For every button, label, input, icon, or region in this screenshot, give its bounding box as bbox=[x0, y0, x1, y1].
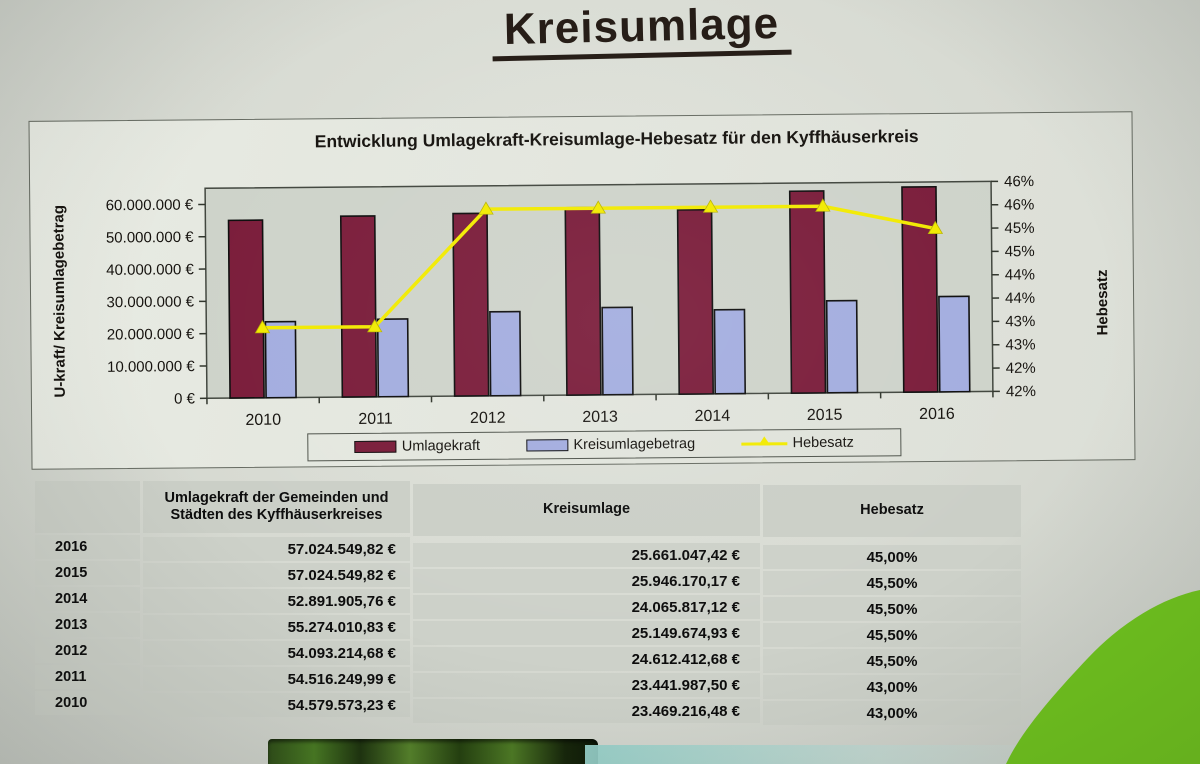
svg-text:2016: 2016 bbox=[919, 406, 955, 423]
table-cell: 23.469.216,48 € bbox=[413, 699, 760, 723]
table-cell: 54.516.249,99 € bbox=[143, 667, 410, 691]
table-cell: 45,50% bbox=[763, 623, 1021, 647]
svg-text:50.000.000 €: 50.000.000 € bbox=[106, 229, 194, 247]
table-cell: 45,50% bbox=[763, 649, 1021, 673]
table-cell: 45,00% bbox=[763, 545, 1021, 569]
table-header-blank bbox=[35, 481, 140, 533]
svg-text:30.000.000 €: 30.000.000 € bbox=[106, 293, 194, 311]
table-cell: 24.065.817,12 € bbox=[413, 595, 760, 619]
svg-text:2013: 2013 bbox=[582, 409, 618, 426]
table-header-umlagekraft: Umlagekraft der Gemeinden und Städten de… bbox=[143, 481, 410, 533]
svg-text:44%: 44% bbox=[1005, 266, 1035, 283]
page-title: Kreisumlage bbox=[0, 0, 1200, 62]
chart-plot: 60.000.000 € 50.000.000 € 40.000.000 € 30.0… bbox=[106, 173, 1036, 429]
svg-text:0 €: 0 € bbox=[174, 390, 196, 407]
green-blob-shape bbox=[1006, 590, 1200, 764]
legend-item: Hebesatz bbox=[741, 434, 854, 452]
table-cell: 45,50% bbox=[763, 571, 1021, 595]
table-row-year: 2016 bbox=[35, 535, 140, 559]
green-decoration bbox=[1006, 590, 1200, 764]
table-cell: 43,00% bbox=[763, 701, 1021, 725]
svg-text:43%: 43% bbox=[1005, 336, 1035, 353]
table-cell: 25.149.674,93 € bbox=[413, 621, 760, 645]
svg-text:42%: 42% bbox=[1006, 360, 1036, 377]
trees-photo bbox=[268, 739, 598, 764]
svg-text:2012: 2012 bbox=[470, 410, 506, 427]
svg-text:45%: 45% bbox=[1004, 220, 1034, 237]
table-cell: 43,00% bbox=[763, 675, 1021, 699]
triangle-marker-icon bbox=[758, 435, 771, 445]
legend-item: Kreisumlagebetrag bbox=[526, 436, 695, 453]
svg-text:2011: 2011 bbox=[358, 411, 393, 428]
legend-label: Hebesatz bbox=[792, 434, 854, 452]
sky-strip bbox=[585, 745, 1035, 764]
legend-item: Umlagekraft bbox=[354, 437, 481, 455]
svg-text:46%: 46% bbox=[1004, 196, 1034, 213]
data-table: Umlagekraft der Gemeinden und Städten de… bbox=[35, 481, 1021, 725]
svg-text:40.000.000 €: 40.000.000 € bbox=[106, 261, 194, 279]
table-cell: 57.024.549,82 € bbox=[143, 537, 410, 561]
page-title-text: Kreisumlage bbox=[491, 0, 793, 62]
table-cell: 23.441.987,50 € bbox=[413, 673, 760, 697]
chart-title: Entwicklung Umlagekraft-Kreisumlage-Hebe… bbox=[314, 126, 919, 152]
svg-text:44%: 44% bbox=[1005, 290, 1035, 307]
svg-text:2014: 2014 bbox=[695, 408, 731, 425]
table-cell: 24.612.412,68 € bbox=[413, 647, 760, 671]
svg-text:2015: 2015 bbox=[807, 407, 843, 424]
svg-text:10.000.000 €: 10.000.000 € bbox=[107, 358, 195, 376]
table-cell: 54.093.214,68 € bbox=[143, 641, 410, 665]
table-header-kreisumlage: Kreisumlage bbox=[413, 484, 760, 536]
table-header-hebesatz: Hebesatz bbox=[763, 485, 1021, 537]
svg-text:42%: 42% bbox=[1006, 383, 1036, 400]
table-cell: 57.024.549,82 € bbox=[143, 563, 410, 587]
table-row-year: 2014 bbox=[35, 587, 140, 611]
line-swatch-icon bbox=[741, 435, 788, 446]
table-row-year: 2015 bbox=[35, 561, 140, 585]
bar-swatch-icon bbox=[526, 439, 569, 452]
table-cell: 54.579.573,23 € bbox=[143, 693, 410, 717]
svg-text:2010: 2010 bbox=[245, 412, 281, 429]
table-row-year: 2012 bbox=[35, 639, 140, 663]
table-cell: 25.661.047,42 € bbox=[413, 543, 760, 567]
table-row-year: 2010 bbox=[35, 691, 140, 715]
legend-label: Umlagekraft bbox=[401, 437, 481, 455]
table-cell: 52.891.905,76 € bbox=[143, 589, 410, 613]
table-row-year: 2011 bbox=[35, 665, 140, 689]
svg-text:20.000.000 €: 20.000.000 € bbox=[107, 326, 195, 344]
svg-text:45%: 45% bbox=[1005, 243, 1035, 260]
legend-label: Kreisumlagebetrag bbox=[573, 436, 696, 454]
table-cell: 55.274.010,83 € bbox=[143, 615, 410, 639]
svg-text:43%: 43% bbox=[1005, 313, 1035, 330]
table-cell: 45,50% bbox=[763, 597, 1021, 621]
svg-text:46%: 46% bbox=[1004, 173, 1034, 190]
table-row-year: 2013 bbox=[35, 613, 140, 637]
bar-swatch-icon bbox=[354, 440, 397, 453]
chart-panel: Entwicklung Umlagekraft-Kreisumlage-Hebe… bbox=[28, 111, 1136, 470]
chart-legend: Umlagekraft Kreisumlagebetrag Hebesatz bbox=[307, 428, 902, 462]
svg-text:60.000.000 €: 60.000.000 € bbox=[106, 197, 194, 215]
table-cell: 25.946.170,17 € bbox=[413, 569, 760, 593]
